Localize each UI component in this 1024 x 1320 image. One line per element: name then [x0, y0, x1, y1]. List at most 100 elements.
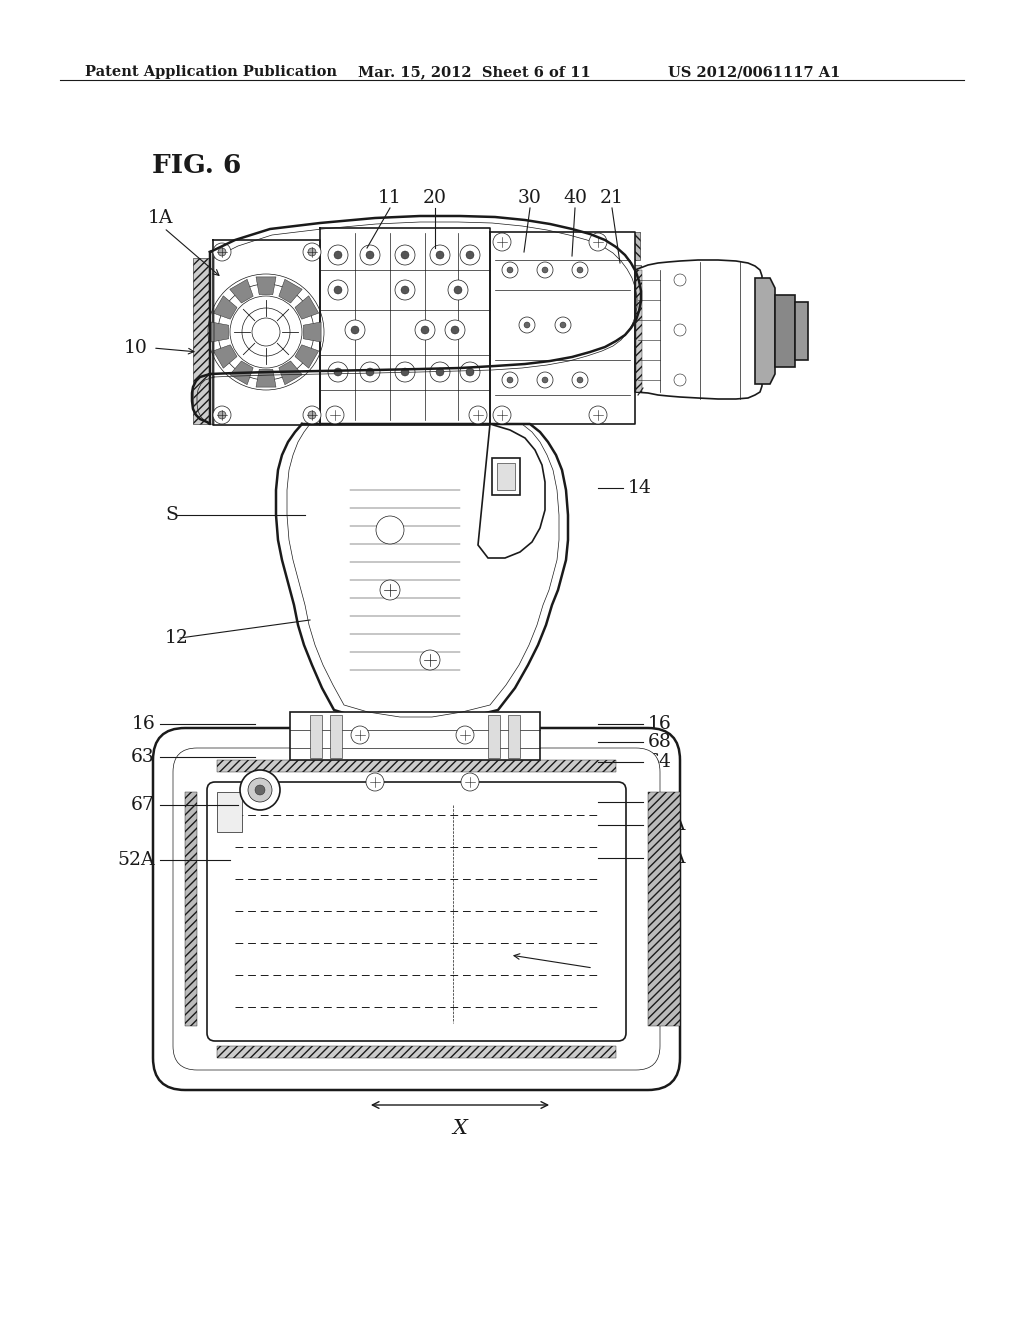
Circle shape: [460, 362, 480, 381]
Circle shape: [351, 726, 369, 744]
Text: 22: 22: [648, 379, 672, 397]
Polygon shape: [648, 792, 680, 1026]
Circle shape: [449, 280, 468, 300]
Circle shape: [466, 251, 474, 259]
Polygon shape: [256, 370, 276, 387]
Text: 21: 21: [600, 189, 624, 207]
Text: 15: 15: [598, 960, 622, 977]
Polygon shape: [490, 232, 635, 424]
Text: 52A: 52A: [118, 851, 155, 869]
Polygon shape: [508, 715, 520, 758]
Circle shape: [436, 251, 444, 259]
Circle shape: [345, 319, 365, 341]
Circle shape: [560, 322, 566, 327]
Circle shape: [366, 774, 384, 791]
Polygon shape: [276, 424, 568, 723]
Polygon shape: [490, 232, 640, 260]
Circle shape: [555, 317, 571, 333]
Text: X: X: [453, 1118, 467, 1138]
Circle shape: [395, 280, 415, 300]
Circle shape: [445, 319, 465, 341]
Polygon shape: [213, 296, 237, 319]
Text: 12: 12: [165, 630, 188, 647]
Text: Patent Application Publication: Patent Application Publication: [85, 65, 337, 79]
Circle shape: [328, 362, 348, 381]
Circle shape: [456, 726, 474, 744]
Text: 14: 14: [628, 479, 652, 498]
Circle shape: [248, 777, 272, 803]
Circle shape: [507, 378, 513, 383]
Text: 20: 20: [423, 189, 447, 207]
FancyBboxPatch shape: [153, 729, 680, 1090]
Circle shape: [537, 261, 553, 279]
Circle shape: [589, 234, 607, 251]
Text: 67: 67: [131, 796, 155, 814]
Circle shape: [524, 322, 530, 327]
Circle shape: [430, 246, 450, 265]
Text: 50A: 50A: [648, 849, 685, 867]
Polygon shape: [229, 280, 253, 304]
Circle shape: [493, 234, 511, 251]
Text: US 2012/0061117 A1: US 2012/0061117 A1: [668, 65, 841, 79]
Text: S: S: [165, 506, 178, 524]
Polygon shape: [193, 216, 641, 424]
Circle shape: [436, 368, 444, 376]
Polygon shape: [488, 715, 500, 758]
Circle shape: [542, 267, 548, 273]
Circle shape: [360, 362, 380, 381]
Circle shape: [303, 407, 321, 424]
Text: 16: 16: [131, 715, 155, 733]
Circle shape: [454, 286, 462, 294]
Polygon shape: [636, 271, 642, 392]
Circle shape: [507, 267, 513, 273]
Text: 1A: 1A: [148, 209, 173, 227]
Circle shape: [577, 378, 583, 383]
Circle shape: [461, 774, 479, 791]
Circle shape: [395, 362, 415, 381]
Circle shape: [328, 280, 348, 300]
Polygon shape: [295, 296, 318, 319]
Polygon shape: [478, 424, 545, 558]
Circle shape: [401, 368, 409, 376]
Circle shape: [430, 362, 450, 381]
Text: FIG. 6: FIG. 6: [152, 153, 242, 178]
Polygon shape: [213, 240, 319, 425]
Circle shape: [334, 368, 342, 376]
Circle shape: [334, 251, 342, 259]
Circle shape: [415, 319, 435, 341]
FancyBboxPatch shape: [207, 781, 626, 1041]
Polygon shape: [217, 792, 242, 832]
Circle shape: [360, 246, 380, 265]
Polygon shape: [755, 279, 775, 384]
Circle shape: [401, 286, 409, 294]
Text: Mar. 15, 2012  Sheet 6 of 11: Mar. 15, 2012 Sheet 6 of 11: [358, 65, 591, 79]
Circle shape: [542, 378, 548, 383]
Circle shape: [308, 411, 316, 418]
Circle shape: [240, 770, 280, 810]
Polygon shape: [492, 458, 520, 495]
FancyBboxPatch shape: [173, 748, 660, 1071]
Circle shape: [460, 246, 480, 265]
Circle shape: [380, 579, 400, 601]
Polygon shape: [310, 715, 322, 758]
Circle shape: [572, 372, 588, 388]
Circle shape: [519, 317, 535, 333]
Polygon shape: [795, 302, 808, 360]
Circle shape: [493, 407, 511, 424]
Circle shape: [674, 374, 686, 385]
Circle shape: [395, 246, 415, 265]
Polygon shape: [319, 228, 490, 425]
Circle shape: [328, 246, 348, 265]
Text: 68: 68: [648, 733, 672, 751]
Polygon shape: [213, 345, 237, 368]
Text: 16: 16: [648, 715, 672, 733]
Circle shape: [334, 286, 342, 294]
Polygon shape: [217, 760, 616, 772]
Polygon shape: [635, 260, 762, 399]
Circle shape: [308, 248, 316, 256]
Circle shape: [420, 649, 440, 671]
Circle shape: [366, 251, 374, 259]
Text: 11: 11: [378, 189, 401, 207]
Circle shape: [255, 785, 265, 795]
Text: 40: 40: [563, 189, 587, 207]
